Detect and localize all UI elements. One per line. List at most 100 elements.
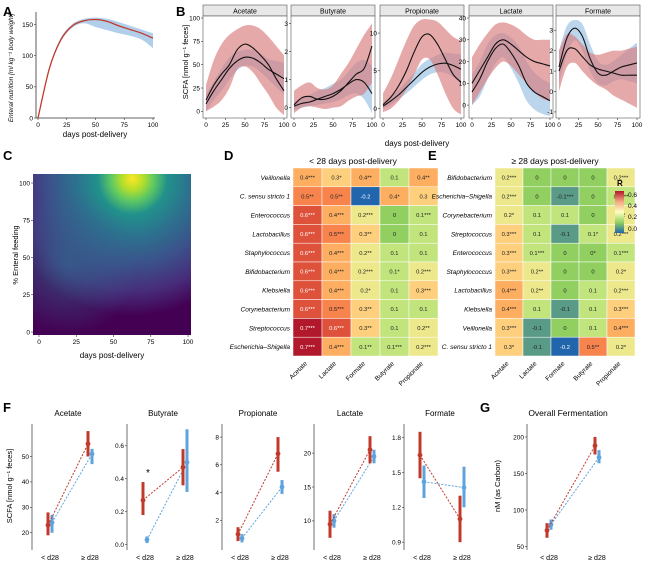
panel-b-xtick-label: 25	[399, 122, 407, 129]
panel-e-col-label: Propionate	[595, 360, 622, 387]
panel-b-red-ribbon	[472, 22, 550, 106]
panel-b-xtick-label: 50	[594, 122, 602, 129]
panel-e-title: ≥ 28 days post-delivery	[511, 156, 599, 166]
panel-c-ytick-label: 75	[23, 218, 31, 225]
panel-d-row-label: Corynebacterium	[241, 307, 291, 314]
panel-b-ytick-label: 20	[459, 59, 467, 66]
panel-b-xtick-label: 75	[261, 122, 269, 129]
panel-b-strip-label: Lactate	[500, 9, 523, 16]
panel-f-ytick-label: 0.4	[115, 476, 124, 483]
panel-c-xlabel: days post-delivery	[80, 351, 144, 360]
panel-d-cell-label: -0.2	[361, 194, 371, 200]
panel-b-red-ribbon	[294, 23, 372, 114]
panel-b-red-line	[558, 47, 637, 76]
panel-f-blue-link	[51, 453, 93, 523]
panel-letter-e: E	[428, 148, 437, 163]
panel-e-cell-label: 0.1***	[614, 251, 630, 257]
panel-b-ytick-label: 75	[193, 39, 201, 46]
panel-f: Acetate 20 30 40 50 < d28 ≥ d28 Butyrate 0.0 0.2 0…	[5, 409, 471, 562]
panel-d-cell-label: 0.2**	[359, 251, 372, 257]
panel-f-xtick-label: < d28	[231, 555, 249, 562]
panel-b-xtick-label: 75	[614, 122, 622, 129]
panel-e-cell-label: 0	[591, 194, 594, 200]
panel-b-xtick-label: 100	[632, 122, 643, 129]
panel-f-ytick-label: 2	[215, 518, 219, 525]
panel-d-row-label: Staphylococcus	[244, 250, 290, 257]
panel-d-cell-label: 0.6***	[329, 326, 345, 332]
panel-b-xtick-label: 0	[557, 122, 561, 129]
panel-g-title: Overall Fermentation	[528, 408, 608, 418]
panel-e-cell-label: 0.3***	[502, 326, 518, 332]
panel-b-xtick-label: 0	[204, 122, 208, 129]
panel-b-ytick-label: 100	[189, 15, 200, 22]
panel-e-cell-label: -0.1	[560, 232, 570, 238]
panel-d-cell-label: 0.4**	[359, 176, 372, 182]
panel-d-row-label: Lactobacillus	[252, 231, 290, 238]
panel-f-xtick-label: ≥ d28	[81, 555, 99, 562]
panel-a-ytick-label: 100	[22, 53, 33, 60]
panel-f-facet-propionate: Propionate 2 4 6 8 < d28 ≥ d28	[215, 409, 288, 562]
panel-f-facets: Acetate 20 30 40 50 < d28 ≥ d28 Butyrate 0.0 0.2 0…	[22, 409, 471, 562]
panel-b-ytick-label: 0	[549, 89, 553, 96]
panel-f-blue-link	[146, 462, 188, 540]
panel-d-cell-label: 0.7***	[300, 326, 316, 332]
panel-d-cell-label: 0.6***	[300, 307, 316, 313]
panel-letter-f: F	[3, 400, 11, 415]
panel-f-facet-title: Propionate	[239, 409, 278, 418]
panel-d-cell-label: 0.4***	[329, 288, 345, 294]
panel-d-cell-label: 0.5**	[301, 194, 314, 200]
panel-e-row-label: Klebsiella	[464, 307, 492, 314]
panel-d-cell-label: 0.1	[390, 326, 398, 332]
panel-e-heatmap: Bifidobacterium 0.2*** 0 0 0 0.2*** Escherichi…	[432, 167, 636, 388]
panel-d-cell-label: 0.1***	[416, 213, 432, 219]
panel-b-xtick-label: 50	[329, 122, 337, 129]
panel-d-col-label: Butyrate	[374, 360, 396, 382]
panel-b-ytick-label: 0	[373, 106, 377, 113]
panel-d-cell-label: 0.7***	[300, 345, 316, 351]
panel-b-xtick-label: 25	[310, 122, 318, 129]
panel-f-ytick-label: 6	[215, 462, 219, 469]
panel-f-facet-butyrate: Butyrate 0.0 0.2 0.4 0.6 < d28 ≥ d28 *	[115, 409, 194, 562]
panel-d-cell-label: 0.2***	[358, 270, 374, 276]
panel-e-row-label: Corynebacterium	[443, 213, 493, 220]
panel-e-col-label: Acetate	[490, 360, 511, 381]
panel-d-cell-label: 0.1**	[359, 345, 372, 351]
panel-e-cell-label: 0	[563, 326, 566, 332]
panel-b-ytick-label: 0	[196, 109, 200, 116]
panel-a-xtick-label: 50	[92, 122, 100, 129]
panel-b-ytick-label: -1	[547, 109, 553, 116]
panel-e-cell-label: 0.1	[533, 213, 541, 219]
panel-g-xtick-label: ≥ d28	[588, 555, 606, 562]
panel-c-xtick-label: 25	[73, 339, 81, 346]
panel-f-red-link	[47, 443, 89, 526]
panel-f-xtick-label: ≥ d28	[176, 555, 194, 562]
panel-e-cell-label: 0.3***	[502, 251, 518, 257]
panel-e-cell-label: 0.3*	[504, 345, 515, 351]
panel-d-row-label: C. sensu stricto 1	[240, 194, 291, 201]
panel-e-row-label: Streptococcus	[451, 231, 493, 238]
panel-f-blue-point	[184, 459, 190, 465]
panel-b-xtick-label: 75	[438, 122, 446, 129]
panel-e-cell-label: 0.2*	[504, 213, 515, 219]
panel-c-xtick-label: 0	[37, 339, 41, 346]
panel-e-row-label: Escherichia–Shigella	[432, 194, 493, 201]
panel-f-facet-title: Formate	[425, 409, 455, 418]
panel-b-ytick-label: 50	[193, 62, 201, 69]
panel-c-xtick-label: 75	[147, 339, 155, 346]
panel-g-ytick-label: 200	[513, 434, 524, 441]
panel-c-ylabel: % Enteral feeding	[11, 225, 20, 284]
panel-d-cell-label: 0.4***	[329, 251, 345, 257]
panel-f-ytick-label: 20	[22, 530, 30, 537]
panel-e-row-label: Staphylococcus	[446, 269, 492, 276]
panel-f-ytick-label: 0.0	[115, 542, 124, 549]
panel-f-xtick-label: < d28	[323, 555, 341, 562]
panel-e-cell-label: 0	[591, 270, 594, 276]
panel-a-xtick-label: 75	[121, 122, 129, 129]
panel-f-blue-link	[241, 486, 283, 539]
panel-d-cell-label: 0.3	[419, 194, 427, 200]
panel-g-ytick-label: 150	[513, 471, 524, 478]
panel-a-ylabel: Enteral nutrition [ml kg⁻¹ body weight]	[8, 14, 15, 123]
panel-d-cell-label: 0.2*	[360, 288, 371, 294]
